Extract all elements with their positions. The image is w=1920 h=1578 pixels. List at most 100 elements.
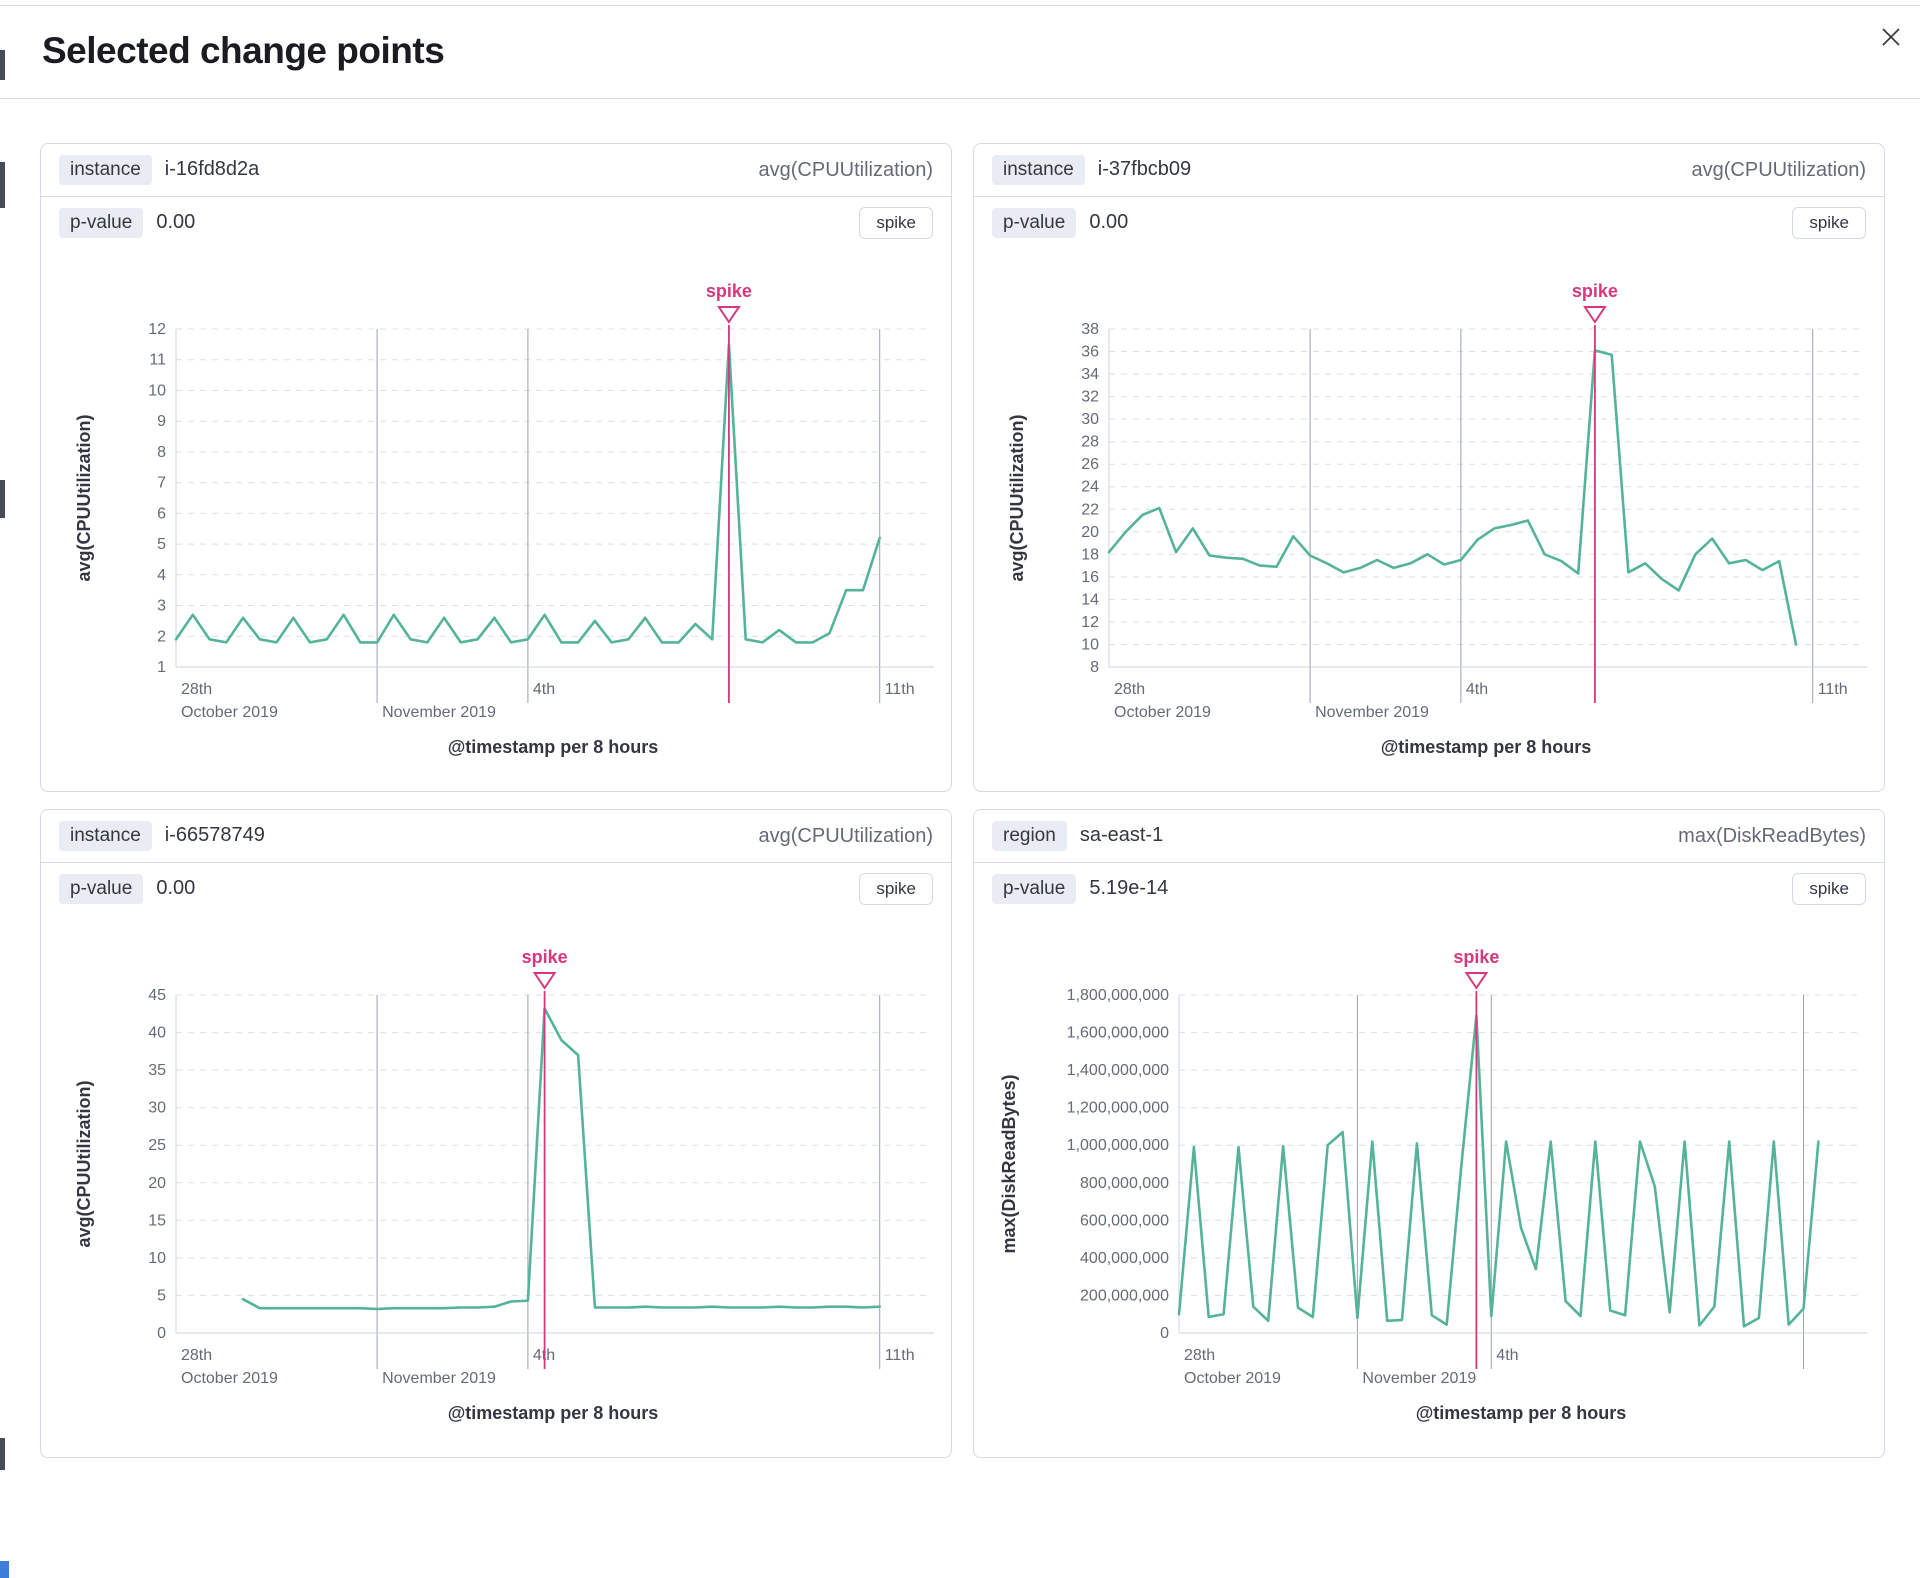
card-divider <box>41 862 951 863</box>
svg-text:November 2019: November 2019 <box>382 1370 496 1387</box>
change-point-card: instance i-66578749 avg(CPUUtilization) … <box>40 809 952 1458</box>
svg-text:26: 26 <box>1081 456 1099 473</box>
metric-label: avg(CPUUtilization) <box>758 824 934 847</box>
svg-text:200,000,000: 200,000,000 <box>1080 1287 1169 1304</box>
svg-text:avg(CPUUtilization): avg(CPUUtilization) <box>1007 414 1027 581</box>
svg-text:12: 12 <box>148 321 166 338</box>
change-point-chart: 0 5 10 15 20 25 30 35 40 45 28th October 2019 Novemb… <box>56 933 936 1433</box>
change-point-chart: 1 2 3 4 5 6 7 8 9 10 11 12 28th October 2019 November … <box>56 267 936 767</box>
p-value-badge: p-value <box>992 873 1077 905</box>
metric-label: avg(CPUUtilization) <box>758 158 934 181</box>
split-field-badge: region <box>992 820 1067 852</box>
svg-text:1,000,000,000: 1,000,000,000 <box>1067 1137 1169 1154</box>
svg-text:15: 15 <box>148 1212 166 1229</box>
svg-text:6: 6 <box>157 505 166 522</box>
change-point-card: instance i-16fd8d2a avg(CPUUtilization) … <box>40 143 952 792</box>
svg-text:7: 7 <box>157 475 166 492</box>
svg-text:@timestamp per 8 hours: @timestamp per 8 hours <box>1416 1403 1627 1423</box>
change-type-badge: spike <box>859 207 933 239</box>
change-point-chart: 0 200,000,000 400,000,000 600,000,000 800,00… <box>989 933 1869 1433</box>
svg-text:20: 20 <box>1081 524 1099 541</box>
svg-text:@timestamp per 8 hours: @timestamp per 8 hours <box>448 737 659 757</box>
modal-header: Selected change points <box>0 0 1920 99</box>
svg-text:1: 1 <box>157 659 166 676</box>
card-header: region sa-east-1 max(DiskReadBytes) <box>974 810 1884 862</box>
card-subheader: p-value 0.00 spike <box>41 197 951 249</box>
background-page-fragment <box>0 50 5 80</box>
svg-text:4th: 4th <box>1496 1347 1518 1364</box>
svg-text:avg(CPUUtilization): avg(CPUUtilization) <box>74 414 94 581</box>
metric-label: max(DiskReadBytes) <box>1678 824 1866 847</box>
card-header: instance i-66578749 avg(CPUUtilization) <box>41 810 951 862</box>
svg-text:25: 25 <box>148 1137 166 1154</box>
svg-text:5: 5 <box>157 536 166 553</box>
svg-text:November 2019: November 2019 <box>1362 1370 1476 1387</box>
svg-text:30: 30 <box>1081 411 1099 428</box>
svg-text:11th: 11th <box>1818 681 1848 698</box>
card-divider <box>974 862 1884 863</box>
svg-text:18: 18 <box>1081 546 1099 563</box>
svg-text:2: 2 <box>157 628 166 645</box>
svg-text:16: 16 <box>1081 569 1099 586</box>
svg-text:0: 0 <box>1160 1325 1169 1342</box>
card-header: instance i-37fbcb09 avg(CPUUtilization) <box>974 144 1884 196</box>
svg-text:8: 8 <box>157 444 166 461</box>
svg-text:11th: 11th <box>885 1347 915 1364</box>
p-value-text: 5.19e-14 <box>1089 877 1169 900</box>
card-header: instance i-16fd8d2a avg(CPUUtilization) <box>41 144 951 196</box>
svg-text:@timestamp per 8 hours: @timestamp per 8 hours <box>1381 737 1592 757</box>
svg-text:1,200,000,000: 1,200,000,000 <box>1067 1100 1169 1117</box>
p-value-badge: p-value <box>59 207 144 239</box>
svg-text:spike: spike <box>706 281 752 301</box>
svg-text:28: 28 <box>1081 434 1099 451</box>
svg-text:1,800,000,000: 1,800,000,000 <box>1067 987 1169 1004</box>
svg-text:October 2019: October 2019 <box>181 1370 278 1387</box>
metric-label: avg(CPUUtilization) <box>1691 158 1867 181</box>
split-field-badge: instance <box>59 154 152 186</box>
svg-text:4: 4 <box>157 567 166 584</box>
svg-text:10: 10 <box>1081 637 1099 654</box>
p-value-text: 0.00 <box>1089 211 1129 234</box>
svg-text:November 2019: November 2019 <box>1315 704 1429 721</box>
svg-text:45: 45 <box>148 987 166 1004</box>
svg-text:3: 3 <box>157 598 166 615</box>
background-page-fragment <box>0 162 5 208</box>
modal-top-border <box>0 5 1920 6</box>
svg-text:24: 24 <box>1081 479 1099 496</box>
split-field-badge: instance <box>59 820 152 852</box>
p-value-text: 0.00 <box>156 211 196 234</box>
svg-text:400,000,000: 400,000,000 <box>1080 1250 1169 1267</box>
svg-text:12: 12 <box>1081 614 1099 631</box>
line-chart-svg: 8 10 12 14 16 18 20 22 24 26 28 30 32 34 36 38 28th Octob… <box>1007 281 1867 757</box>
svg-text:4th: 4th <box>1466 681 1488 698</box>
background-page-fragment <box>0 1438 5 1470</box>
svg-text:5: 5 <box>157 1287 166 1304</box>
close-button[interactable] <box>1876 22 1906 52</box>
svg-text:avg(CPUUtilization): avg(CPUUtilization) <box>74 1080 94 1247</box>
split-field-value: i-66578749 <box>164 824 265 847</box>
change-point-card: region sa-east-1 max(DiskReadBytes) p-va… <box>973 809 1885 1458</box>
svg-text:35: 35 <box>148 1062 166 1079</box>
svg-text:14: 14 <box>1081 591 1099 608</box>
split-field-badge: instance <box>992 154 1085 186</box>
p-value-badge: p-value <box>59 873 144 905</box>
svg-text:28th: 28th <box>1114 681 1145 698</box>
svg-text:October 2019: October 2019 <box>181 704 278 721</box>
svg-text:1,600,000,000: 1,600,000,000 <box>1067 1025 1169 1042</box>
svg-text:28th: 28th <box>1184 1347 1215 1364</box>
close-icon <box>1882 28 1900 46</box>
svg-text:8: 8 <box>1090 659 1099 676</box>
svg-text:11th: 11th <box>885 681 915 698</box>
svg-text:October 2019: October 2019 <box>1184 1370 1281 1387</box>
svg-text:600,000,000: 600,000,000 <box>1080 1212 1169 1229</box>
svg-text:800,000,000: 800,000,000 <box>1080 1175 1169 1192</box>
svg-text:28th: 28th <box>181 681 212 698</box>
change-point-card: instance i-37fbcb09 avg(CPUUtilization) … <box>973 143 1885 792</box>
svg-text:32: 32 <box>1081 389 1099 406</box>
svg-text:28th: 28th <box>181 1347 212 1364</box>
svg-text:4th: 4th <box>533 681 555 698</box>
line-chart-svg: 0 200,000,000 400,000,000 600,000,000 800,00… <box>999 947 1867 1423</box>
modal-title: Selected change points <box>42 30 445 71</box>
background-page-fragment <box>0 480 5 518</box>
